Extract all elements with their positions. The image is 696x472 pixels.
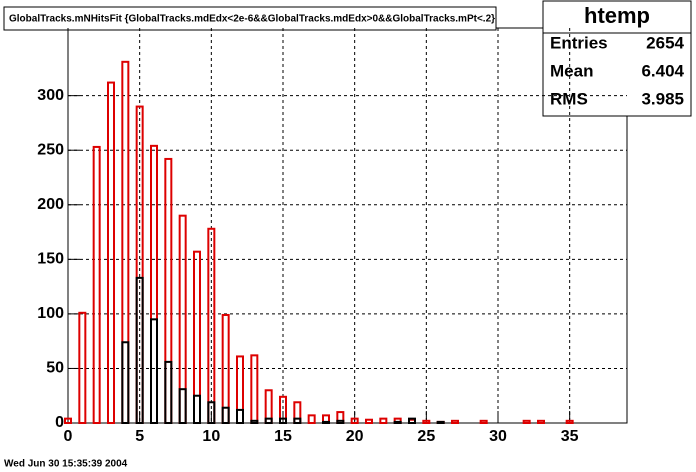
stats-label: Entries xyxy=(550,33,608,52)
bar xyxy=(236,408,244,424)
stats-box xyxy=(542,0,692,117)
bar xyxy=(164,360,173,424)
x-tick-label: 35 xyxy=(561,428,579,445)
y-tick-label: 0 xyxy=(55,414,64,431)
bar xyxy=(436,420,445,425)
y-tick-label: 50 xyxy=(46,360,64,377)
bar xyxy=(422,419,431,425)
bar xyxy=(221,406,230,424)
bar xyxy=(92,145,101,424)
bar xyxy=(135,276,144,425)
x-tick-label: 25 xyxy=(417,428,435,445)
bar xyxy=(64,417,72,424)
stats-label: RMS xyxy=(550,89,588,108)
bar xyxy=(107,81,115,424)
frame xyxy=(67,27,628,424)
stats-value: 3.985 xyxy=(641,89,684,108)
stats-label: Mean xyxy=(550,61,593,80)
stats-title: htemp xyxy=(584,3,650,28)
bar xyxy=(379,417,388,424)
bar xyxy=(537,419,545,425)
bar xyxy=(336,419,345,425)
bar xyxy=(279,417,287,424)
bar xyxy=(78,311,87,424)
x-tick-label: 10 xyxy=(202,428,220,445)
bar xyxy=(479,419,488,425)
bar xyxy=(350,417,359,424)
y-tick-label: 150 xyxy=(37,251,64,268)
bar xyxy=(365,418,373,425)
bar xyxy=(178,388,187,425)
bar xyxy=(565,419,574,425)
bar xyxy=(193,394,201,425)
bar xyxy=(322,420,330,425)
stats-value: 6.404 xyxy=(641,61,684,80)
stats-value: 2654 xyxy=(646,33,684,52)
y-tick-label: 300 xyxy=(37,87,64,104)
bar xyxy=(121,341,130,425)
x-tick-label: 30 xyxy=(489,428,507,445)
bar xyxy=(393,420,402,425)
bar xyxy=(264,417,273,424)
x-tick-label: 0 xyxy=(64,428,73,445)
bar xyxy=(207,401,216,424)
y-tick-label: 100 xyxy=(37,305,64,322)
footer-date: Wed Jun 30 15:35:39 2004 xyxy=(4,459,128,470)
bar xyxy=(150,318,158,424)
bar xyxy=(408,417,416,424)
bar xyxy=(451,419,459,425)
bar xyxy=(250,419,259,425)
x-tick-label: 5 xyxy=(135,428,144,445)
bar xyxy=(307,414,316,424)
chart-title: GlobalTracks.mNHitsFit {GlobalTracks.mdE… xyxy=(9,14,495,25)
bar xyxy=(522,419,531,425)
x-tick-label: 15 xyxy=(274,428,292,445)
y-tick-label: 200 xyxy=(37,196,64,213)
y-tick-label: 250 xyxy=(37,141,64,158)
title-box xyxy=(3,6,497,31)
bar xyxy=(293,417,302,424)
x-tick-label: 20 xyxy=(346,428,364,445)
